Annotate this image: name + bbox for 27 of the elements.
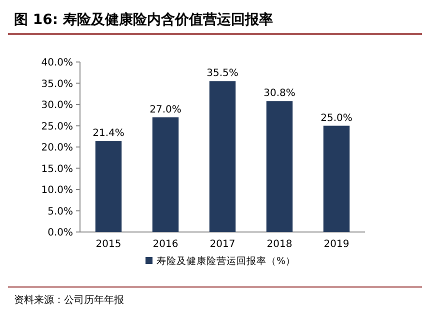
y-tick-label: 40.0% [41,58,73,68]
legend-label: 寿险及健康险营运回报率（%） [156,255,296,267]
bar [152,117,179,232]
y-tick-label: 35.0% [41,78,73,90]
text: 资料来源：公司历年年报 [14,294,124,306]
y-tick-label: 30.0% [41,100,73,111]
x-tick-label: 2015 [96,239,122,250]
data-label: 35.5% [206,68,238,80]
x-tick-label: 2019 [324,239,350,250]
data-label: 27.0% [150,104,182,116]
x-tick-label: 2017 [210,239,236,250]
y-tick-label: 20.0% [41,142,73,154]
y-tick-label: 15.0% [41,164,73,175]
data-label: 25.0% [320,112,352,124]
bar [95,141,122,232]
bar [323,126,350,232]
y-tick-label: 5.0% [48,206,73,218]
y-tick-label: 0.0% [48,228,73,238]
data-label: 30.8% [264,88,296,100]
bar [266,101,293,232]
x-tick-label: 2016 [152,239,178,250]
data-label: 21.4% [92,128,124,140]
bar [209,81,236,232]
y-tick-label: 25.0% [41,121,73,132]
chart-title: 图 16: 寿险及健康险内含价值营运回报率 [14,11,273,28]
x-tick-label: 2018 [266,239,292,250]
y-tick-label: 10.0% [41,185,73,196]
